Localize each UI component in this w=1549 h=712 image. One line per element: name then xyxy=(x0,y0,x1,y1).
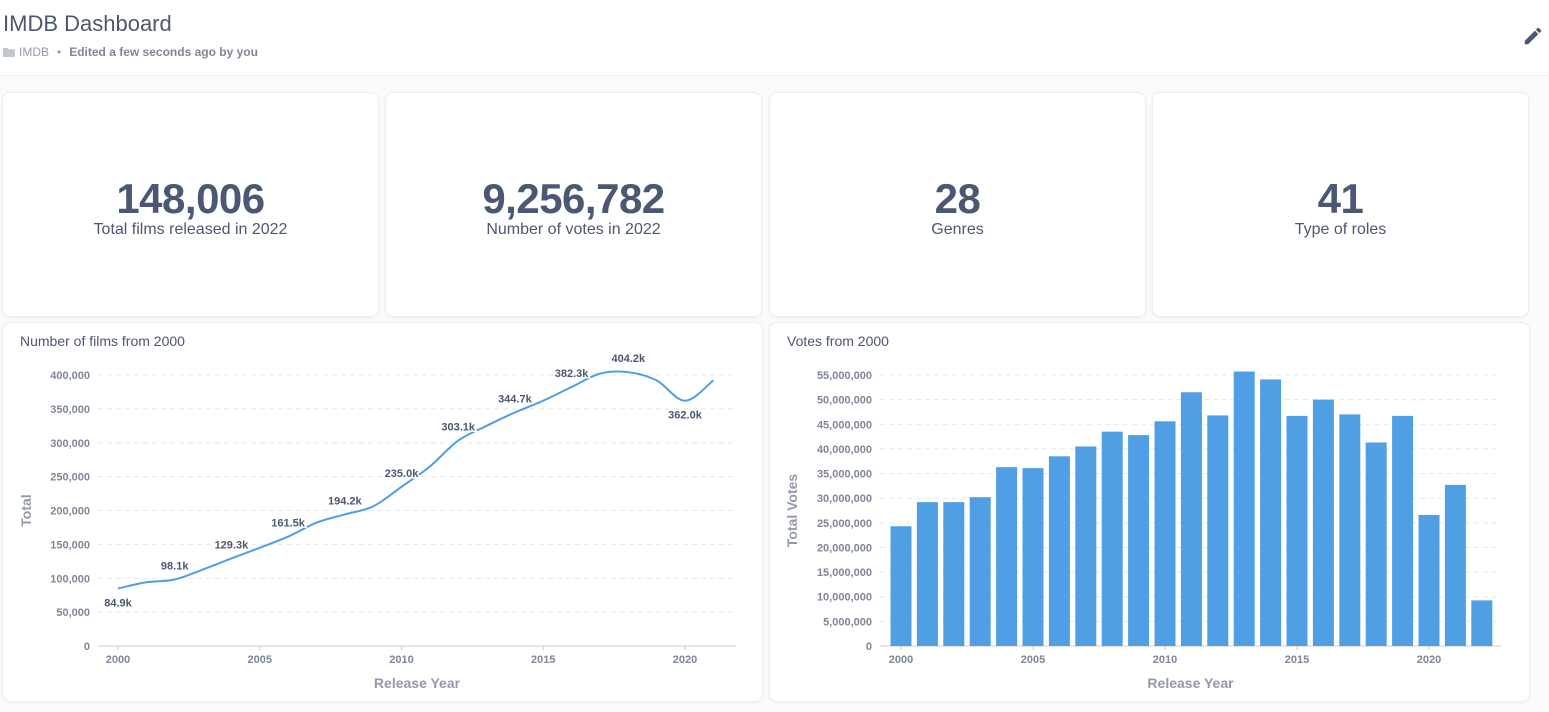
bar xyxy=(1154,421,1176,646)
y-tick-label: 350,000 xyxy=(50,404,90,416)
chart-title[interactable]: Votes from 2000 xyxy=(787,333,889,349)
dashboard-meta: IMDB • Edited a few seconds ago by you xyxy=(3,45,258,59)
scalar-value: 148,006 xyxy=(116,175,265,222)
scalar-label[interactable]: Total films released in 2022 xyxy=(93,221,288,238)
y-tick-label: 45,000,000 xyxy=(817,419,872,431)
y-tick-label: 40,000,000 xyxy=(817,444,872,456)
y-tick-label: 35,000,000 xyxy=(817,469,872,481)
collection-link[interactable]: IMDB xyxy=(19,45,49,59)
scalar-card-roles[interactable]: 41 Type of roles xyxy=(1152,92,1529,317)
x-tick-label: 2005 xyxy=(248,654,272,666)
scalar-label[interactable]: Number of votes in 2022 xyxy=(486,221,661,238)
y-tick-label: 150,000 xyxy=(50,539,90,551)
data-label: 362.0k xyxy=(668,410,703,422)
meta-separator: • xyxy=(57,45,62,59)
bar xyxy=(1048,456,1070,646)
scalar-card-genres[interactable]: 28 Genres xyxy=(769,92,1146,317)
y-tick-label: 200,000 xyxy=(50,506,90,518)
x-tick-label: 2020 xyxy=(673,654,697,666)
y-axis-title: Total xyxy=(18,494,34,526)
x-tick-label: 2005 xyxy=(1021,654,1045,666)
y-tick-label: 50,000 xyxy=(56,607,90,619)
bar xyxy=(1260,379,1282,646)
x-tick-label: 2000 xyxy=(889,654,913,666)
y-tick-label: 15,000,000 xyxy=(817,567,872,579)
bar xyxy=(1418,514,1440,646)
bar xyxy=(890,526,912,646)
y-tick-label: 250,000 xyxy=(50,472,90,484)
data-label: 84.9k xyxy=(104,597,132,609)
bar xyxy=(1207,415,1229,646)
bar xyxy=(1312,399,1334,646)
data-label: 98.1k xyxy=(161,561,189,573)
scalar-value: 41 xyxy=(1317,175,1364,222)
data-label: 161.5k xyxy=(271,518,306,530)
dashboard-title: IMDB Dashboard xyxy=(3,11,172,36)
scalar-card-films[interactable]: 148,006 Total films released in 2022 xyxy=(2,92,379,317)
x-tick-label: 2000 xyxy=(106,654,130,666)
y-tick-label: 5,000,000 xyxy=(823,616,872,628)
y-tick-label: 0 xyxy=(866,641,872,653)
bar xyxy=(1471,600,1493,646)
data-label: 129.3k xyxy=(215,539,250,551)
x-tick-label: 2015 xyxy=(1285,654,1309,666)
bar xyxy=(1180,392,1202,646)
scalar-label[interactable]: Genres xyxy=(931,221,984,238)
line-chart: 0 50,000 100,000 150,000 200,000 250,000 300,0… xyxy=(18,352,736,691)
bar xyxy=(1392,415,1414,646)
scalar-value: 28 xyxy=(934,175,981,222)
bar xyxy=(1233,371,1255,646)
x-tick-label: 2015 xyxy=(531,654,555,666)
dashboard-header: IMDB Dashboard IMDB • Edited a few secon… xyxy=(0,0,1549,76)
bar xyxy=(996,467,1018,646)
data-label: 404.2k xyxy=(611,353,646,365)
bar xyxy=(1339,414,1361,646)
scalar-value: 9,256,782 xyxy=(482,175,665,222)
data-label: 235.0k xyxy=(385,468,420,480)
bar xyxy=(969,497,991,646)
bar xyxy=(1365,442,1387,646)
data-label: 194.2k xyxy=(328,495,363,507)
y-axis-title: Total Votes xyxy=(784,474,800,548)
bar xyxy=(1101,431,1123,646)
line-chart-card[interactable]: Number of films from 2000 0 50,000 100,000… xyxy=(2,322,763,702)
y-tick-label: 10,000,000 xyxy=(817,592,872,604)
y-tick-label: 25,000,000 xyxy=(817,518,872,530)
data-label: 344.7k xyxy=(498,393,533,405)
bar-chart: 0 5,000,000 10,000,000 15,000,000 20,000,000… xyxy=(784,370,1501,691)
series-line xyxy=(117,370,715,590)
y-tick-label: 0 xyxy=(84,641,90,653)
scalar-label[interactable]: Type of roles xyxy=(1294,221,1387,238)
chart-title[interactable]: Number of films from 2000 xyxy=(20,333,185,349)
bar xyxy=(1075,446,1097,646)
data-label: 382.3k xyxy=(555,368,590,380)
x-tick-label: 2020 xyxy=(1417,654,1441,666)
y-tick-label: 50,000,000 xyxy=(817,395,872,407)
x-tick-label: 2010 xyxy=(1153,654,1177,666)
data-label: 303.1k xyxy=(441,422,476,434)
pencil-icon[interactable] xyxy=(1522,25,1544,47)
y-tick-label: 55,000,000 xyxy=(817,370,872,382)
bar xyxy=(916,502,938,646)
x-axis-title: Release Year xyxy=(374,675,461,691)
y-tick-label: 100,000 xyxy=(50,573,90,585)
bar xyxy=(1128,435,1150,646)
bar xyxy=(1286,415,1308,646)
bar xyxy=(943,502,965,646)
x-axis-title: Release Year xyxy=(1147,675,1234,691)
y-tick-label: 20,000,000 xyxy=(817,542,872,554)
folder-icon xyxy=(3,47,15,57)
y-tick-label: 400,000 xyxy=(50,370,90,382)
bar-chart-card[interactable]: Votes from 2000 0 5,000,000 10,000,000 15,0… xyxy=(769,322,1530,702)
bar xyxy=(1444,484,1466,646)
x-tick-label: 2010 xyxy=(389,654,413,666)
scalar-card-votes[interactable]: 9,256,782 Number of votes in 2022 xyxy=(385,92,762,317)
last-edited-info[interactable]: Edited a few seconds ago by you xyxy=(69,45,258,59)
y-tick-label: 300,000 xyxy=(50,438,90,450)
y-tick-label: 30,000,000 xyxy=(817,493,872,505)
bar xyxy=(1022,468,1044,646)
